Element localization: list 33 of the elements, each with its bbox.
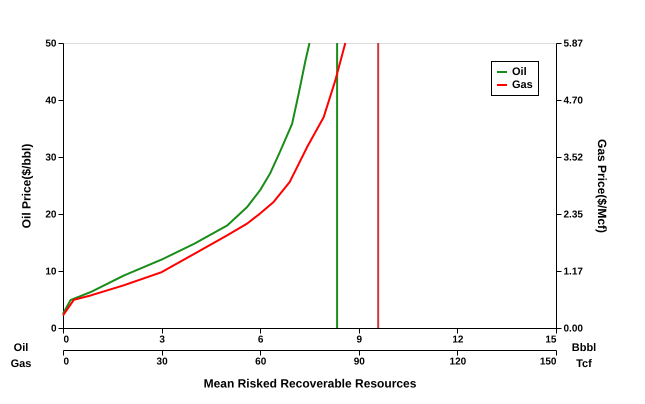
legend-label: Oil [512, 66, 527, 78]
x-tick-label: 12 [452, 334, 464, 346]
x-tick-label: 6 [258, 334, 264, 346]
x-tick-label: 0 [64, 334, 70, 346]
x-tick-label: 9 [356, 334, 363, 346]
y2-tick-label: 5.87 [564, 38, 584, 50]
y2-tick-label: 4.70 [564, 96, 584, 106]
y2-tick-label: 1.17 [564, 266, 584, 278]
x2-tick-label: 60 [255, 356, 267, 368]
x2-tick-label: 30 [156, 356, 168, 368]
x2-tick-label: 150 [540, 356, 557, 368]
y2-tick-label: 0.00 [564, 324, 584, 334]
x-axis-title: Mean Risked Recoverable Resources [204, 376, 417, 390]
text: Gas [10, 358, 32, 370]
x2-tick-label: 120 [450, 356, 467, 368]
x2-tick-label: 90 [354, 356, 366, 368]
y-tick-label: 40 [45, 96, 57, 106]
text: Oil [14, 342, 28, 354]
text: Bbbl [572, 342, 596, 354]
x-tick-label: 15 [545, 334, 557, 346]
y-tick-label: 0 [50, 324, 57, 334]
y2-axis-title: Gas Price($/Mcf) [594, 138, 609, 234]
y-tick-label: 10 [45, 266, 57, 278]
legend-label: Gas [512, 79, 533, 91]
y-axis-title: Oil Price($/bbl) [19, 144, 34, 228]
y-tick-label: 50 [45, 38, 57, 50]
y-tick-label: 20 [45, 210, 57, 220]
text: Tcf [576, 358, 592, 370]
x-tick-label: 3 [159, 334, 166, 346]
x2-tick-label: 0 [64, 356, 70, 368]
y-tick-label: 30 [45, 152, 57, 164]
y2-tick-label: 3.52 [564, 152, 584, 164]
y2-tick-label: 2.35 [564, 210, 584, 220]
